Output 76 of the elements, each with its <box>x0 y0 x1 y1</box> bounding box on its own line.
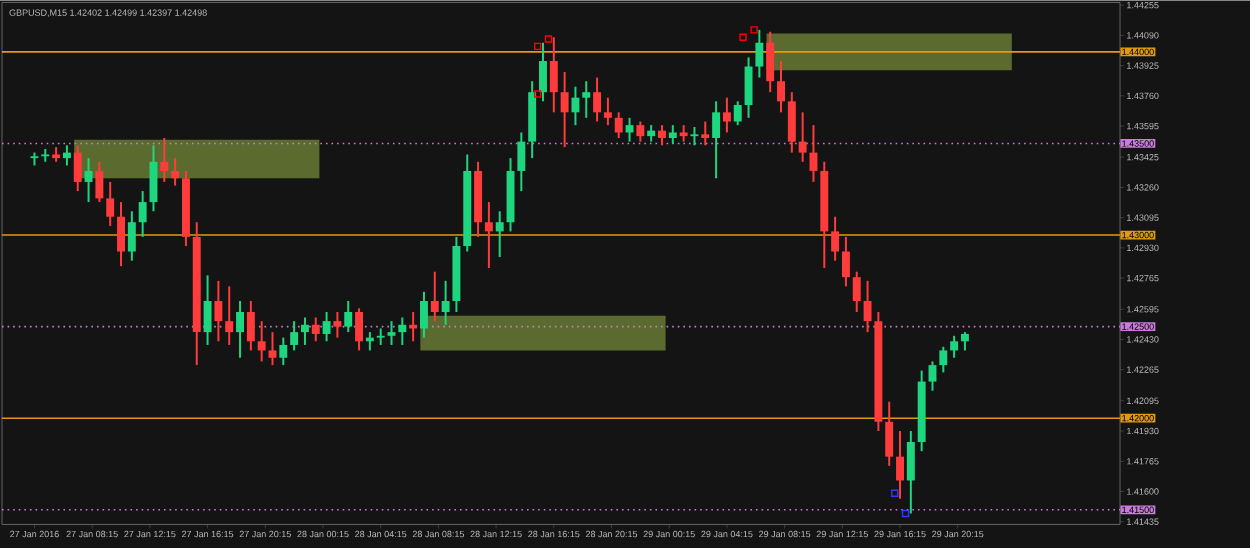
candlestick <box>214 279 223 343</box>
candlestick <box>896 429 904 500</box>
candlestick <box>960 330 969 352</box>
candlestick <box>798 111 807 163</box>
candlestick <box>517 131 526 192</box>
bar <box>420 315 666 351</box>
point <box>739 33 747 41</box>
candlestick <box>225 285 234 346</box>
candlestick <box>744 56 753 119</box>
candlestick <box>614 111 623 139</box>
candlestick <box>117 200 125 267</box>
candlestick <box>430 270 439 322</box>
candlestick <box>95 160 104 203</box>
candlestick <box>755 28 764 79</box>
candlestick <box>852 270 861 313</box>
candlestick <box>571 85 580 126</box>
candlestick <box>138 189 147 238</box>
candlestick <box>928 360 937 392</box>
candlestick <box>419 290 428 339</box>
candlestick <box>722 96 731 134</box>
candlestick <box>376 327 385 346</box>
point <box>901 509 910 517</box>
candlestick <box>257 319 266 363</box>
candlestick <box>582 79 591 119</box>
point <box>533 90 542 98</box>
candlestick <box>701 120 710 147</box>
candlestick <box>62 144 71 167</box>
candlestick <box>246 299 255 352</box>
candlestick <box>658 123 666 147</box>
point <box>544 35 553 43</box>
candlestick <box>636 120 645 143</box>
candlestick <box>73 144 82 192</box>
candlestick <box>355 307 364 352</box>
candlestick <box>831 215 840 262</box>
candlestick <box>290 319 299 352</box>
candlestick <box>603 96 612 126</box>
candlestick <box>160 136 169 183</box>
candlestick <box>441 279 450 326</box>
candlestick <box>690 125 699 147</box>
candlestick <box>84 156 93 203</box>
candlestick <box>733 100 742 126</box>
candlestick <box>885 400 894 467</box>
point <box>750 25 758 34</box>
candlestick <box>322 310 331 343</box>
candlestick <box>333 310 342 339</box>
candlestick <box>766 30 775 93</box>
candlestick <box>127 210 136 262</box>
candlestick <box>906 429 915 515</box>
candlestick <box>171 156 180 187</box>
candlestick <box>863 279 872 333</box>
candlestick <box>787 90 796 154</box>
candlestick <box>387 319 396 346</box>
candlestick <box>939 345 948 374</box>
candlestick <box>236 299 244 359</box>
candlestick <box>344 299 353 333</box>
candlestick <box>950 334 959 359</box>
candlestick <box>539 41 547 103</box>
candlestick <box>268 330 277 366</box>
point <box>891 489 899 497</box>
candlestick <box>712 100 721 180</box>
candlestick <box>841 235 850 288</box>
candlestick <box>311 316 320 343</box>
candlestick <box>809 123 818 183</box>
candlestick <box>593 76 602 123</box>
candlestick <box>484 200 493 269</box>
candlestick <box>560 70 569 148</box>
candlestick <box>495 210 504 258</box>
candlestick <box>398 316 407 346</box>
candlestick <box>668 123 677 145</box>
candlestick <box>279 336 288 366</box>
point <box>533 42 542 50</box>
candlestick <box>777 59 785 114</box>
candlestick <box>203 274 212 346</box>
candlestick <box>300 316 309 346</box>
candlestick <box>106 180 115 227</box>
candlestick <box>549 36 558 114</box>
